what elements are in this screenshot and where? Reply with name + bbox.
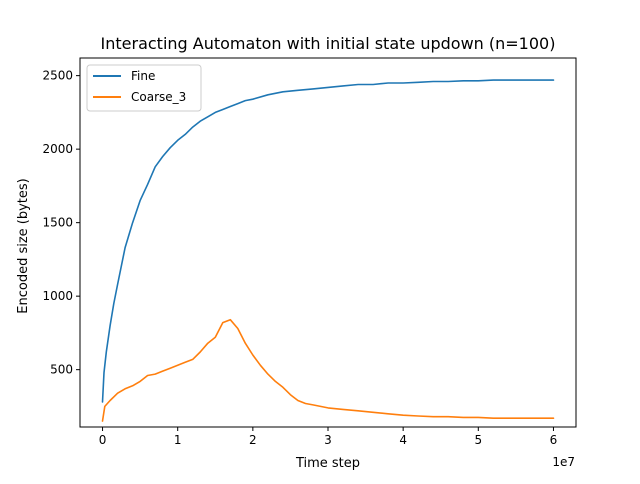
x-offset-label: 1e7 xyxy=(552,455,575,469)
legend: Fine Coarse_3 xyxy=(86,64,202,112)
x-axis-label: Time step xyxy=(295,456,360,471)
series-line-fine xyxy=(101,79,555,403)
x-tick-label: 3 xyxy=(324,433,332,447)
y-tick-label: 1000 xyxy=(42,289,73,303)
series-line-coarse-3 xyxy=(101,318,555,422)
x-tick-label: 0 xyxy=(99,433,107,447)
y-axis-label: Encoded size (bytes) xyxy=(16,178,31,313)
x-tick-label: 2 xyxy=(249,433,257,447)
plot-area xyxy=(101,79,555,422)
y-tick-label: 2500 xyxy=(42,69,73,83)
y-tick-label: 2000 xyxy=(42,142,73,156)
x-tick-label: 5 xyxy=(474,433,482,447)
x-tick-label: 4 xyxy=(399,433,407,447)
legend-label: Fine xyxy=(131,69,155,83)
legend-label: Coarse_3 xyxy=(131,90,186,104)
y-tick-label: 500 xyxy=(50,363,73,377)
chart-title: Interacting Automaton with initial state… xyxy=(101,34,556,53)
axes: 0 1 2 3 4 5 6 500 1000 1500 2000 2500 xyxy=(42,57,577,447)
y-tick-label: 1500 xyxy=(42,216,73,230)
x-tick-label: 1 xyxy=(174,433,182,447)
x-tick-label: 6 xyxy=(550,433,558,447)
